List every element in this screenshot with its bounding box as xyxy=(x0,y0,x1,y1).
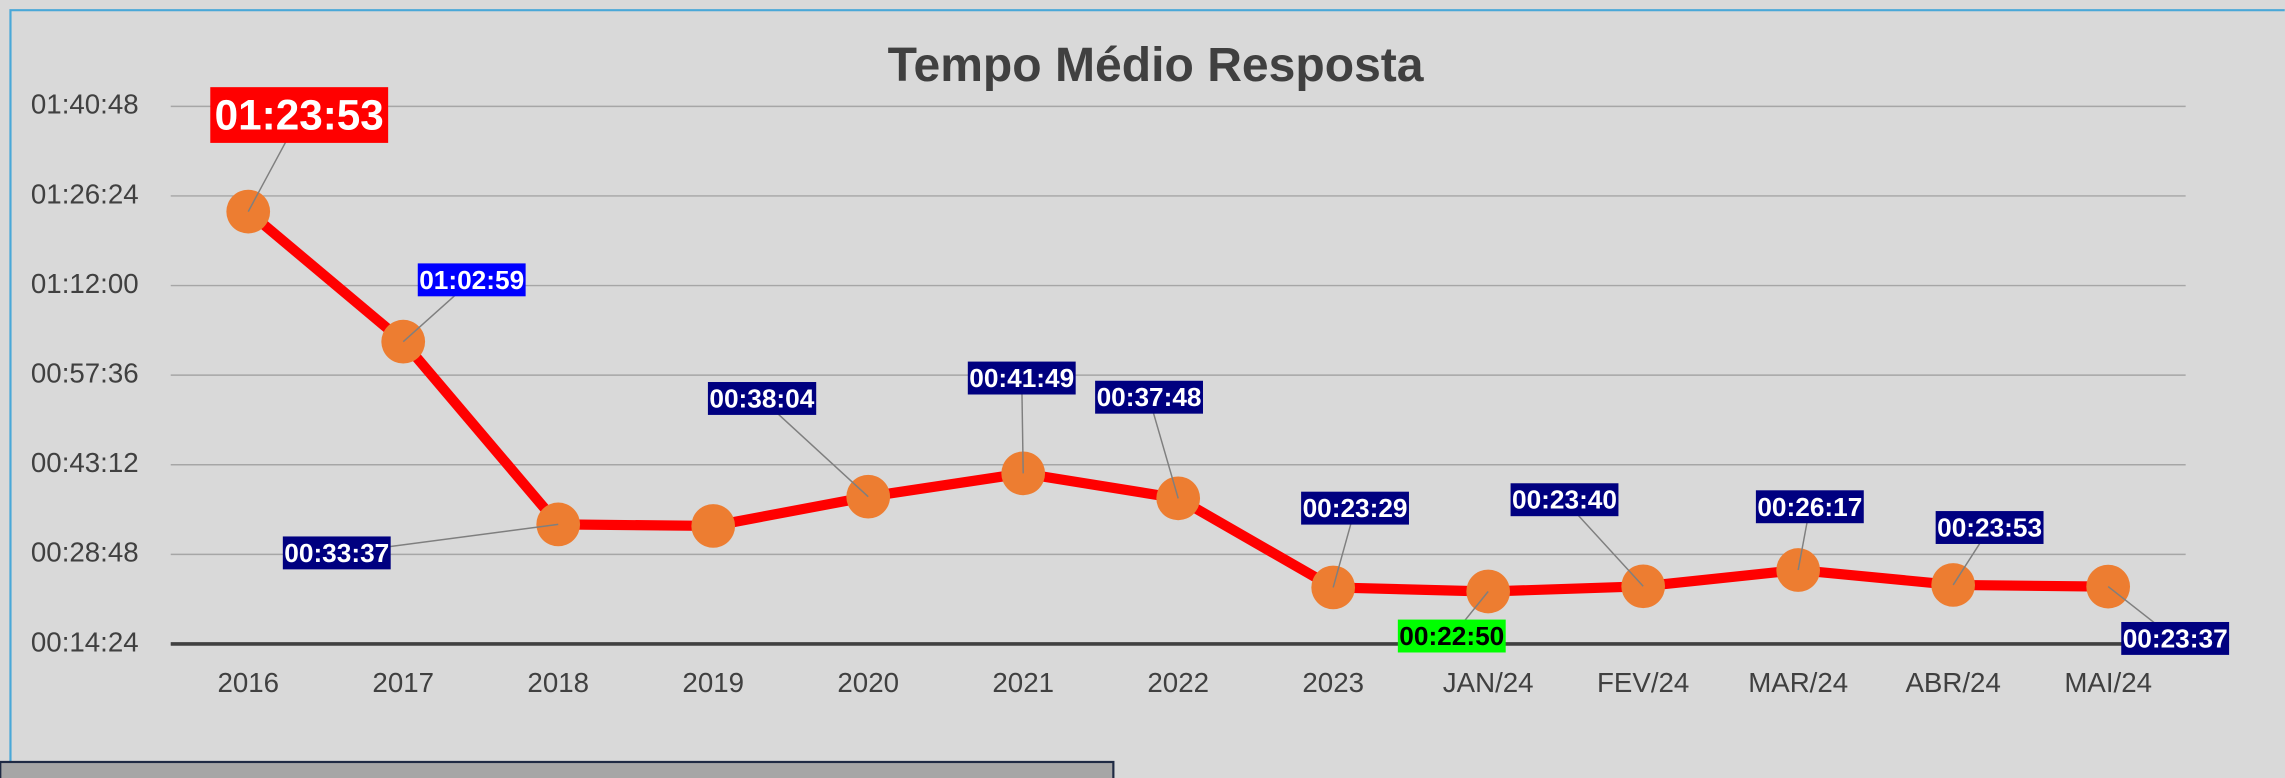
data-label-box xyxy=(1095,380,1203,414)
x-tick-label: FEV/24 xyxy=(1597,667,1689,698)
data-label: 00:26:17 xyxy=(1755,490,1864,524)
data-label-text: 00:41:49 xyxy=(969,363,1074,393)
data-label-box xyxy=(417,263,526,297)
data-label-box xyxy=(282,536,391,570)
data-label-text: 00:23:29 xyxy=(1303,493,1408,523)
data-label-box xyxy=(1301,491,1409,525)
data-label: 00:38:04 xyxy=(707,382,817,415)
data-label: 00:41:49 xyxy=(967,361,1076,395)
y-tick-label: 01:12:00 xyxy=(31,268,139,299)
data-label-text: 00:23:40 xyxy=(1512,485,1617,515)
y-tick-label: 01:26:24 xyxy=(31,178,139,209)
data-point xyxy=(2086,564,2131,609)
x-tick-label: JAN/24 xyxy=(1443,667,1534,698)
data-label-text: 00:33:37 xyxy=(284,538,389,568)
data-label-box xyxy=(1755,490,1864,524)
data-label-box xyxy=(1510,483,1619,517)
data-point xyxy=(1311,565,1356,610)
data-label-box xyxy=(967,361,1076,395)
x-tick-label: MAR/24 xyxy=(1748,667,1848,698)
data-label-box xyxy=(1397,619,1506,653)
y-tick-label: 00:14:24 xyxy=(31,626,139,657)
data-label-text: 01:02:59 xyxy=(419,265,524,295)
data-label-text: 00:22:50 xyxy=(1399,621,1504,651)
x-tick-label: 2016 xyxy=(217,667,279,698)
x-tick-label: 2021 xyxy=(992,667,1054,698)
data-point xyxy=(1156,476,1201,521)
data-label-text: 00:23:53 xyxy=(1937,513,2042,543)
leader-line xyxy=(1148,397,1179,499)
x-tick-label: 2018 xyxy=(527,667,589,698)
data-label: 00:23:29 xyxy=(1301,491,1409,525)
data-label: 00:33:37 xyxy=(282,536,391,570)
y-tick-label: 00:43:12 xyxy=(31,447,139,478)
data-label: 00:23:53 xyxy=(1935,511,2044,544)
x-tick-label: 2023 xyxy=(1302,667,1364,698)
data-label-box xyxy=(2121,621,2230,655)
chart-title: Tempo Médio Resposta xyxy=(888,38,1425,92)
y-tick-label: 00:57:36 xyxy=(31,357,139,388)
x-tick-label: 2020 xyxy=(837,667,899,698)
data-point xyxy=(691,504,736,548)
data-label-box xyxy=(1935,511,2044,544)
data-label: 00:22:50 xyxy=(1397,619,1506,653)
y-tick-label: 01:40:48 xyxy=(31,89,139,120)
x-tick-label: 2022 xyxy=(1147,667,1209,698)
y-tick-label: 00:28:48 xyxy=(31,537,139,568)
leader-line xyxy=(761,398,869,498)
data-point xyxy=(381,319,426,364)
data-label: 00:23:40 xyxy=(1510,483,1619,517)
x-tick-label: ABR/24 xyxy=(1905,667,2000,698)
panel-edge xyxy=(0,760,1115,778)
chart-border xyxy=(9,9,2285,778)
data-label: 00:37:48 xyxy=(1095,380,1203,414)
data-point xyxy=(1466,569,1511,614)
x-tick-label: 2019 xyxy=(682,667,744,698)
data-label-text: 00:38:04 xyxy=(709,383,814,413)
data-label: 01:23:53 xyxy=(210,87,389,143)
data-label-text: 00:26:17 xyxy=(1757,492,1862,522)
x-tick-label: 2017 xyxy=(372,667,434,698)
data-label-box xyxy=(210,87,389,143)
data-label-text: 00:37:48 xyxy=(1097,382,1202,412)
data-label-box xyxy=(707,382,817,415)
data-label: 00:23:37 xyxy=(2121,621,2230,655)
data-label: 01:02:59 xyxy=(417,263,526,297)
data-label-text: 00:23:37 xyxy=(2123,623,2228,653)
data-label-text: 01:23:53 xyxy=(215,92,384,139)
x-tick-label: MAI/24 xyxy=(2064,667,2152,698)
